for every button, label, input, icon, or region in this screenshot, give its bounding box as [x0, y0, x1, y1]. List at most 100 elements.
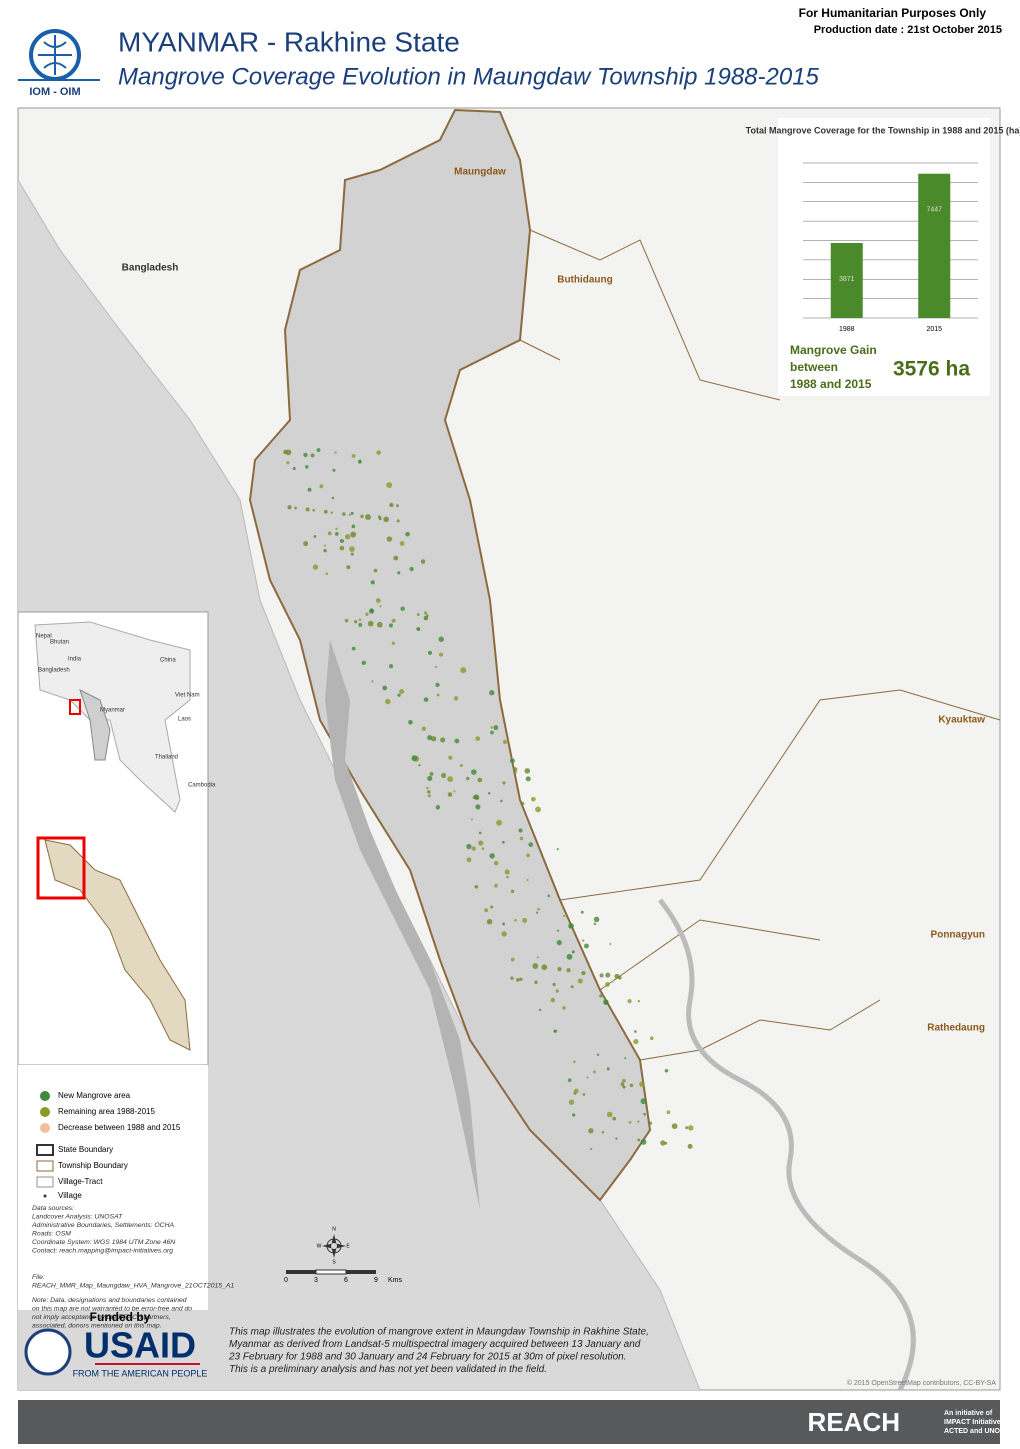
mangrove-patch	[481, 847, 485, 850]
mangrove-patch	[424, 611, 428, 615]
mangrove-patch	[310, 453, 315, 458]
mangrove-patch	[581, 971, 586, 976]
mangrove-patch	[514, 771, 518, 774]
mangrove-patch	[502, 781, 506, 785]
mangrove-patch	[351, 454, 356, 458]
mangrove-patch	[582, 1093, 586, 1096]
mangrove-patch	[429, 771, 434, 776]
legend-label: Remaining area 1988-2015	[58, 1107, 156, 1116]
mangrove-patch	[465, 776, 470, 781]
mangrove-patch	[501, 931, 507, 937]
mangrove-patch	[606, 1111, 613, 1118]
mangrove-patch	[303, 541, 309, 547]
chart-title: Total Mangrove Coverage for the Township…	[746, 125, 1020, 135]
mangrove-patch	[493, 860, 499, 866]
mangrove-patch	[566, 953, 573, 960]
mangrove-patch	[612, 1116, 617, 1121]
mangrove-patch	[556, 848, 559, 851]
mangrove-patch	[305, 465, 309, 469]
region-land	[34, 621, 191, 813]
mangrove-patch	[397, 571, 401, 575]
mangrove-patch	[489, 690, 495, 696]
mangrove-patch	[427, 650, 433, 655]
mangrove-patch	[434, 665, 438, 668]
mangrove-patch	[568, 1099, 575, 1105]
mangrove-patch	[509, 758, 515, 764]
source-line: Data sources:	[32, 1205, 74, 1212]
mangrove-patch	[438, 652, 444, 657]
mangrove-patch	[286, 461, 290, 465]
mangrove-patch	[664, 1069, 669, 1073]
mangrove-patch	[447, 776, 454, 783]
mangrove-patch	[418, 764, 421, 767]
mangrove-patch	[666, 1110, 671, 1115]
mangrove-patch	[365, 514, 372, 521]
mangrove-patch	[567, 1078, 572, 1082]
mangrove-patch	[639, 1081, 645, 1087]
mangrove-patch	[416, 613, 420, 616]
source-line: on this map are not warranted to be erro…	[32, 1305, 192, 1312]
mangrove-patch	[477, 777, 483, 783]
country-label: China	[160, 658, 176, 664]
mangrove-patch	[292, 466, 296, 471]
mangrove-patch	[453, 790, 456, 793]
mangrove-patch	[592, 1070, 596, 1074]
legend-label: New Mangrove area	[58, 1091, 131, 1100]
mangrove-patch	[490, 730, 494, 735]
mangrove-patch	[438, 636, 444, 642]
mangrove-patch	[350, 552, 354, 556]
mangrove-patch	[500, 799, 503, 803]
mangrove-patch	[525, 776, 531, 782]
bar	[918, 173, 951, 318]
mangrove-patch	[605, 982, 610, 987]
mangrove-patch	[532, 963, 539, 969]
mangrove-patch	[472, 796, 476, 799]
mangrove-patch	[440, 737, 446, 743]
mangrove-patch	[489, 853, 495, 859]
place-label: Buthidaung	[557, 275, 613, 286]
place-label: Bangladesh	[122, 263, 179, 274]
mangrove-patch	[577, 978, 583, 984]
scale-bar	[286, 1270, 316, 1274]
mangrove-patch	[519, 977, 523, 981]
swatch-new	[40, 1091, 50, 1101]
mangrove-patch	[615, 1137, 618, 1140]
mangrove-patch	[502, 739, 508, 745]
mangrove-patch	[385, 698, 391, 705]
scale-bar	[346, 1270, 376, 1274]
mangrove-patch	[339, 545, 345, 551]
mangrove-patch	[547, 894, 551, 898]
mangrove-patch	[351, 524, 356, 529]
legend: New Mangrove area Remaining area 1988-201…	[18, 1065, 403, 1329]
mangrove-patch	[471, 846, 476, 851]
description-line: 23 February for 1988 and 30 January and …	[228, 1352, 626, 1363]
mangrove-patch	[526, 878, 529, 882]
mangrove-patch	[528, 842, 534, 848]
mangrove-patch	[305, 507, 310, 512]
description-line: Myanmar as derived from Landsat-5 multis…	[229, 1339, 641, 1350]
x-tick-label: 2015	[926, 326, 942, 333]
naf-river	[325, 640, 480, 1210]
mangrove-patch	[599, 973, 604, 978]
title: MYANMAR - Rakhine State	[118, 26, 460, 57]
mangrove-patch	[325, 572, 329, 576]
mangrove-patch	[382, 685, 388, 691]
mangrove-patch	[634, 1030, 637, 1033]
township-boundary	[519, 229, 1001, 1061]
mangrove-patch	[395, 504, 399, 508]
mangrove-patch	[609, 942, 612, 946]
mangrove-patch	[519, 836, 524, 841]
myanmar	[79, 689, 111, 761]
mangrove-patch	[471, 769, 477, 775]
mangrove-patch	[490, 905, 494, 909]
mangrove-patch	[423, 697, 429, 702]
country-label: Bangladesh	[38, 668, 70, 674]
locator-box	[69, 699, 81, 715]
mangrove-patch	[640, 1139, 647, 1145]
mangrove-patch	[448, 755, 453, 760]
mangrove-patch	[629, 1083, 634, 1088]
bar	[830, 242, 863, 318]
mangrove-patch	[369, 608, 374, 612]
source-line: not imply acceptance by the REACH partne…	[32, 1314, 171, 1321]
value-label: 3871	[839, 276, 855, 283]
